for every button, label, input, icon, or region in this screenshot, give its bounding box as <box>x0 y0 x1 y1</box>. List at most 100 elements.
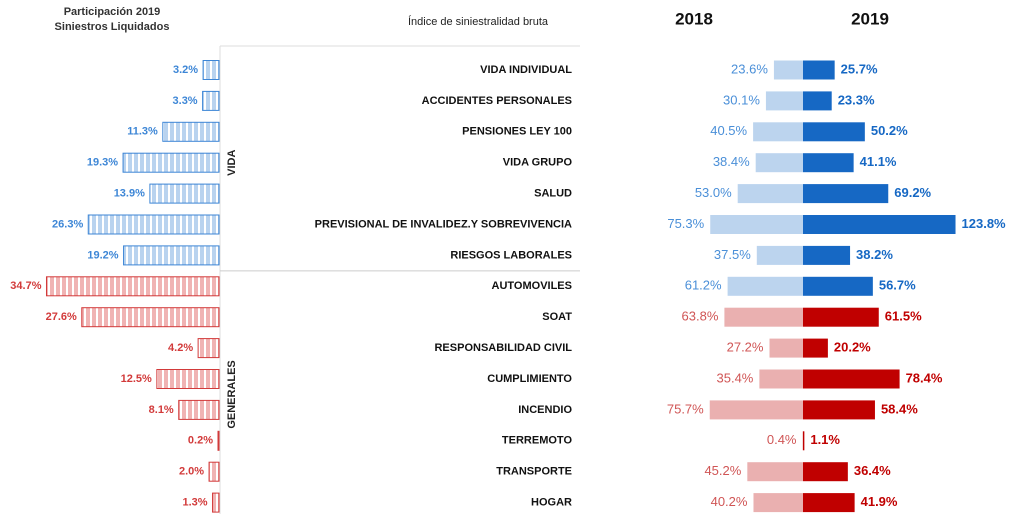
bar-2019 <box>803 184 889 204</box>
bar-2018 <box>765 91 803 111</box>
bar-2018 <box>769 338 803 358</box>
share-bar <box>81 307 220 328</box>
bar-2019 <box>803 91 832 111</box>
category-label: RIESGOS LABORALES <box>450 249 572 261</box>
category-label: AUTOMOVILES <box>492 280 572 292</box>
label-2018: 40.2% <box>711 494 748 509</box>
left-title: Participación 2019 <box>64 6 161 18</box>
label-2019: 25.7% <box>841 61 878 76</box>
category-label: HOGAR <box>531 497 572 509</box>
label-2019: 78.4% <box>906 370 943 385</box>
series-header: 2019 <box>851 9 889 28</box>
label-2018: 23.6% <box>731 61 768 76</box>
share-label: 2.0% <box>179 466 204 478</box>
bar-2018 <box>755 153 803 173</box>
bar-2019 <box>803 338 828 358</box>
share-bar <box>122 152 220 173</box>
bar-2019 <box>803 493 855 513</box>
bar-2018 <box>710 215 803 234</box>
label-2019: 69.2% <box>894 185 931 200</box>
category-label: TRANSPORTE <box>496 466 572 478</box>
label-2018: 63.8% <box>682 309 719 324</box>
share-label: 3.3% <box>173 95 198 107</box>
category-label: VIDA GRUPO <box>503 157 573 169</box>
label-2018: 27.2% <box>727 340 764 355</box>
left-title: Siniestros Liquidados <box>55 21 170 33</box>
share-label: 27.6% <box>46 311 77 323</box>
label-2018: 37.5% <box>714 247 751 262</box>
label-2019: 41.1% <box>860 154 897 169</box>
share-label: 1.3% <box>182 497 207 509</box>
label-2018: 75.3% <box>667 216 704 231</box>
share-bar <box>162 121 220 142</box>
share-bar <box>123 245 220 266</box>
share-label: 19.2% <box>87 249 118 261</box>
label-2019: 58.4% <box>881 401 918 416</box>
label-2019: 50.2% <box>871 123 908 138</box>
share-label: 34.7% <box>10 280 41 292</box>
label-2018: 0.4% <box>767 432 797 447</box>
label-2018: 75.7% <box>667 401 704 416</box>
category-label: SALUD <box>534 188 572 200</box>
label-2019: 61.5% <box>885 309 922 324</box>
label-2019: 20.2% <box>834 340 871 355</box>
label-2019: 56.7% <box>879 278 916 293</box>
share-bar <box>87 214 220 235</box>
share-label: 4.2% <box>168 342 193 354</box>
share-label: 11.3% <box>127 126 158 138</box>
category-label: RESPONSABILIDAD CIVIL <box>434 342 572 354</box>
label-2019: 1.1% <box>810 432 840 447</box>
bar-2019 <box>803 60 835 80</box>
bar-2019 <box>803 153 854 173</box>
bar-2018 <box>759 369 803 389</box>
share-bar <box>202 90 220 111</box>
label-2018: 61.2% <box>685 278 722 293</box>
label-2018: 38.4% <box>713 154 750 169</box>
share-bar <box>178 399 220 420</box>
right-title: Índice de siniestralidad bruta <box>408 15 549 28</box>
share-label: 26.3% <box>52 218 83 230</box>
group-label: VIDA <box>226 150 238 176</box>
share-bar <box>149 183 220 204</box>
category-label: VIDA INDIVIDUAL <box>480 64 572 76</box>
category-label: SOAT <box>542 311 572 323</box>
category-label: PENSIONES LEY 100 <box>462 126 572 138</box>
bar-2019 <box>803 462 848 482</box>
label-2018: 45.2% <box>704 463 741 478</box>
category-label: TERREMOTO <box>502 435 573 447</box>
bar-2019 <box>803 276 873 296</box>
bar-2018 <box>753 493 803 513</box>
share-bar <box>217 430 220 451</box>
bar-2019 <box>803 431 805 451</box>
share-label: 13.9% <box>114 188 145 200</box>
share-bar <box>208 461 220 482</box>
label-2019: 123.8% <box>962 216 1007 231</box>
bar-2019 <box>803 400 875 420</box>
bar-2018 <box>724 307 803 327</box>
share-label: 12.5% <box>121 373 152 385</box>
label-2019: 36.4% <box>854 463 891 478</box>
bar-2019 <box>803 215 956 234</box>
category-label: INCENDIO <box>518 404 572 416</box>
category-label: ACCIDENTES PERSONALES <box>422 95 572 107</box>
share-bar <box>156 369 220 389</box>
category-label: CUMPLIMIENTO <box>487 373 572 385</box>
share-label: 19.3% <box>87 157 118 169</box>
label-2018: 40.5% <box>710 123 747 138</box>
label-2018: 35.4% <box>717 370 754 385</box>
share-bar <box>197 338 220 359</box>
bar-2018 <box>747 462 803 482</box>
group-label: GENERALES <box>226 360 238 428</box>
bar-2019 <box>803 307 879 327</box>
bar-2018 <box>756 245 803 265</box>
label-2019: 38.2% <box>856 247 893 262</box>
share-bar <box>45 276 220 297</box>
bar-2019 <box>803 245 851 265</box>
bar-2018 <box>773 60 803 80</box>
share-label: 8.1% <box>149 404 174 416</box>
share-label: 0.2% <box>188 435 213 447</box>
series-header: 2018 <box>675 9 713 28</box>
label-2018: 30.1% <box>723 92 760 107</box>
bar-2018 <box>727 276 803 296</box>
